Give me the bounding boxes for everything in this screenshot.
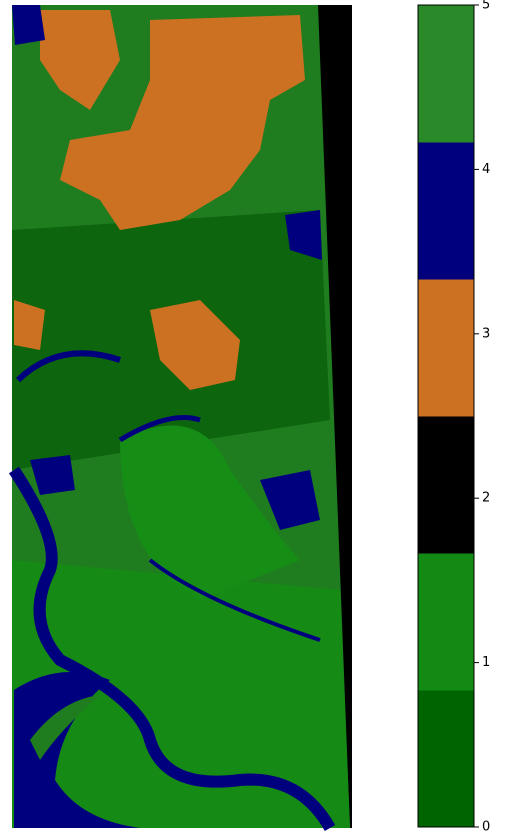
water-patch <box>12 5 45 45</box>
colorbar-segment <box>418 416 474 554</box>
colorbar-segment <box>418 142 474 280</box>
colorbar-segment <box>418 5 474 143</box>
colorbar: 0 1 2 3 4 5 <box>418 0 490 832</box>
tick-label: 4 <box>482 162 490 177</box>
tick-label: 1 <box>482 655 490 670</box>
tick-label: 3 <box>482 326 490 341</box>
colorbar-segment <box>418 279 474 417</box>
page: {"chart_data": {"type": "colorbar-map", … <box>0 0 508 832</box>
tick-label: 5 <box>482 0 490 13</box>
tick-label: 0 <box>482 820 490 832</box>
tick-label: 2 <box>482 491 490 506</box>
classification-map <box>12 5 352 828</box>
colorbar-segment <box>418 553 474 691</box>
colorbar-segment <box>418 690 474 828</box>
chart: 0 1 2 3 4 5 <box>0 0 508 832</box>
